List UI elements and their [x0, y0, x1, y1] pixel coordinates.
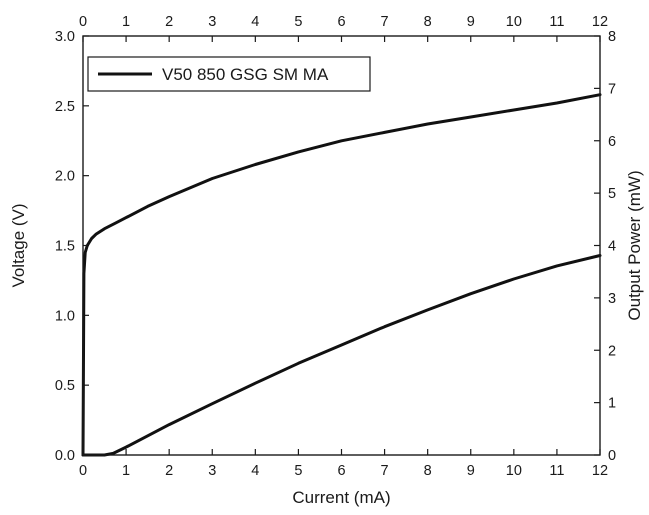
x-tick-label-top: 1: [122, 14, 130, 30]
y2-tick-label-right: 3: [608, 291, 616, 307]
x-tick-label-top: 8: [424, 14, 432, 30]
x-tick-label-top: 9: [467, 14, 475, 30]
x-tick-label-bottom: 4: [251, 463, 259, 479]
y2-tick-label-right: 5: [608, 186, 616, 202]
y2-tick-label-right: 2: [608, 343, 616, 359]
x-tick-label-top: 3: [208, 14, 216, 30]
y-tick-label-left: 2.0: [55, 169, 75, 185]
x-tick-label-bottom: 0: [79, 463, 87, 479]
x-tick-label-bottom: 3: [208, 463, 216, 479]
y-tick-label-left: 1.5: [55, 239, 75, 255]
x-tick-label-bottom: 6: [337, 463, 345, 479]
x-tick-label-top: 4: [251, 14, 259, 30]
x-tick-label-top: 0: [79, 14, 87, 30]
x-tick-label-bottom: 10: [506, 463, 522, 479]
y-tick-label-left: 0.0: [55, 448, 75, 464]
y2-tick-label-right: 6: [608, 134, 616, 150]
voltage-line: [81, 93, 602, 457]
legend: V50 850 GSG SM MA: [87, 56, 371, 92]
y2-axis-title: Output Power (mW): [625, 170, 644, 320]
x-tick-label-bottom: 1: [122, 463, 130, 479]
x-tick-label-bottom: 5: [294, 463, 302, 479]
x-tick-label-top: 2: [165, 14, 173, 30]
x-tick-label-bottom: 9: [467, 463, 475, 479]
axis-ticks: [82, 35, 601, 456]
x-tick-label-top: 10: [506, 14, 522, 30]
data-series: [81, 93, 602, 457]
y-tick-label-left: 1.0: [55, 308, 75, 324]
x-tick-label-bottom: 8: [424, 463, 432, 479]
y2-tick-label-right: 0: [608, 448, 616, 464]
y2-tick-label-right: 7: [608, 81, 616, 97]
x-tick-label-bottom: 2: [165, 463, 173, 479]
x-tick-label-bottom: 11: [549, 463, 564, 479]
x-tick-label-top: 11: [549, 14, 564, 30]
y-axis-title: Voltage (V): [9, 203, 28, 287]
x-tick-label-top: 7: [381, 14, 389, 30]
legend-box: [87, 56, 371, 92]
x-tick-label-top: 6: [337, 14, 345, 30]
y-tick-label-left: 0.5: [55, 378, 75, 394]
y-tick-label-left: 2.5: [55, 99, 75, 115]
x-axis-title: Current (mA): [292, 488, 390, 507]
x-tick-label-top: 5: [294, 14, 302, 30]
y2-tick-label-right: 1: [608, 396, 616, 412]
y2-tick-label-right: 4: [608, 239, 616, 255]
x-tick-label-bottom: 7: [381, 463, 389, 479]
tick-labels: 001122334455667788991010111112120.00.51.…: [55, 14, 616, 479]
x-tick-label-bottom: 12: [592, 463, 608, 479]
x-tick-label-top: 12: [592, 14, 608, 30]
plot-frame: [82, 35, 601, 456]
legend-label: V50 850 GSG SM MA: [162, 65, 329, 84]
output-power-line: [81, 254, 602, 457]
y2-tick-label-right: 8: [608, 29, 616, 45]
y-tick-label-left: 3.0: [55, 29, 75, 45]
